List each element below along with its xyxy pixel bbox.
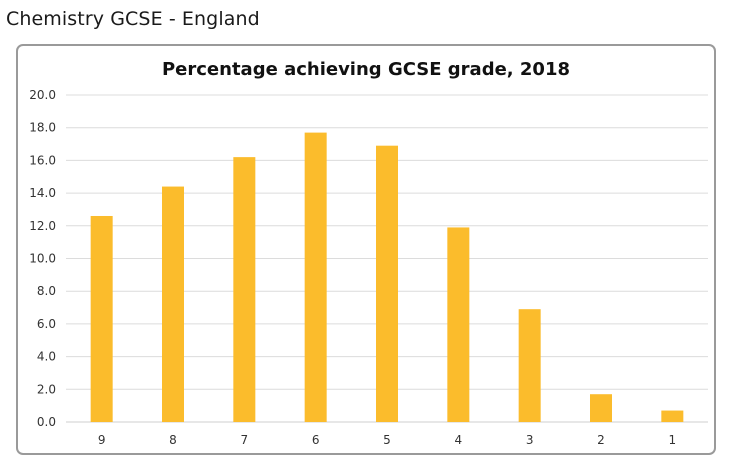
y-tick-label: 16.0 [29, 153, 56, 167]
x-tick-label: 3 [526, 433, 534, 447]
x-tick-label: 5 [383, 433, 391, 447]
x-tick-label: 9 [98, 433, 106, 447]
bar-grade-9 [90, 215, 113, 422]
bar-grade-6 [304, 132, 327, 422]
y-tick-label: 6.0 [37, 317, 56, 331]
y-tick-label: 2.0 [37, 382, 56, 396]
y-tick-label: 12.0 [29, 219, 56, 233]
y-tick-label: 18.0 [29, 121, 56, 135]
x-tick-label: 1 [669, 433, 677, 447]
y-tick-label: 14.0 [29, 186, 56, 200]
bar-grade-1 [661, 410, 684, 422]
bar-chart: 0.0 2.0 4.0 6.0 8.0 10.0 12.0 14.0 16.0 18.0 2 0.0 … [29, 88, 708, 447]
y-tick-label: 4.0 [37, 350, 56, 364]
x-tick-label: 8 [169, 433, 177, 447]
x-axis-ticks: 9 8 7 6 5 4 3 2 1 [98, 433, 676, 447]
bar-grade-4 [447, 227, 470, 422]
x-tick-label: 7 [241, 433, 249, 447]
page-title: Chemistry GCSE - England [6, 8, 260, 30]
bar-grade-2 [590, 394, 612, 422]
y-tick-label: 10.0 [29, 252, 56, 266]
x-tick-label: 2 [597, 433, 605, 447]
y-tick-label: 0.0 [37, 415, 56, 429]
bar-grade-8 [162, 186, 184, 422]
bar-grade-7 [233, 157, 256, 422]
bar-grade-5 [376, 145, 398, 422]
bar-grade-3 [518, 309, 541, 422]
y-tick-label: 8.0 [37, 284, 56, 298]
chart-panel: Percentage achieving GCSE grade, 2018 0.… [16, 44, 716, 455]
chart-title: Percentage achieving GCSE grade, 2018 [161, 59, 570, 80]
x-tick-label: 4 [455, 433, 463, 447]
y-tick-label: 20.0 [29, 88, 56, 102]
x-tick-label: 6 [312, 433, 320, 447]
bars [90, 132, 684, 422]
y-axis-ticks: 0.0 2.0 4.0 6.0 8.0 10.0 12.0 14.0 16.0 18.0 20.0 [29, 88, 56, 429]
